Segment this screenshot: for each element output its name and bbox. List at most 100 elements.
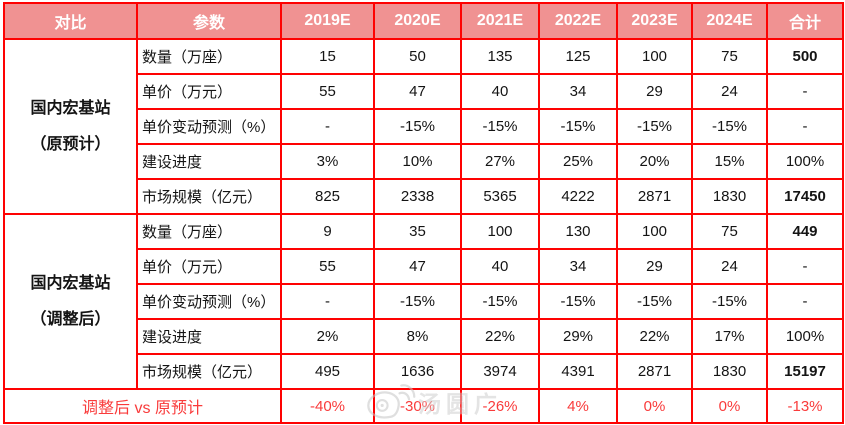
group-label-line1: 国内宏基站 bbox=[30, 275, 111, 293]
data-cell: 5365 bbox=[460, 178, 540, 215]
data-cell: 1636 bbox=[373, 353, 462, 390]
data-cell: 100 bbox=[616, 213, 693, 250]
data-cell: -15% bbox=[691, 108, 768, 145]
footer-cell: 0% bbox=[616, 388, 693, 424]
header-cell-compare: 对比 bbox=[3, 2, 138, 40]
table-row: 市场规模（亿元） 825 2338 5365 4222 2871 1830 17… bbox=[4, 178, 844, 215]
row-label-price-change: 单价变动预测（%） bbox=[136, 283, 282, 320]
comparison-table: 对比 参数 2019E 2020E 2021E 2022E 2023E 2024… bbox=[3, 2, 844, 424]
table-row: 单价（万元） 55 47 40 34 29 24 - bbox=[4, 248, 844, 285]
data-cell: 100 bbox=[616, 38, 693, 75]
group-label-line1: 国内宏基站 bbox=[30, 100, 111, 118]
row-label-unit-price: 单价（万元） bbox=[136, 73, 282, 110]
data-cell: 35 bbox=[373, 213, 462, 250]
header-cell-2019e: 2019E bbox=[280, 2, 375, 40]
total-cell: 500 bbox=[766, 38, 844, 75]
footer-label: 调整后 vs 原预计 bbox=[3, 388, 282, 424]
group-label-line2: （原预计） bbox=[30, 135, 111, 153]
header-cell-2021e: 2021E bbox=[460, 2, 540, 40]
row-label-quantity: 数量（万座） bbox=[136, 213, 282, 250]
row-label-price-change: 单价变动预测（%） bbox=[136, 108, 282, 145]
data-cell: 15% bbox=[691, 143, 768, 180]
header-cell-total: 合计 bbox=[766, 2, 844, 40]
data-cell: 9 bbox=[280, 213, 375, 250]
data-cell: 4391 bbox=[538, 353, 618, 390]
data-cell: 75 bbox=[691, 213, 768, 250]
footer-cell: 4% bbox=[538, 388, 618, 424]
data-cell: 1830 bbox=[691, 353, 768, 390]
data-cell: 8% bbox=[373, 318, 462, 355]
data-cell: -15% bbox=[460, 108, 540, 145]
data-cell: 130 bbox=[538, 213, 618, 250]
total-cell: - bbox=[766, 248, 844, 285]
row-label-market-size: 市场规模（亿元） bbox=[136, 353, 282, 390]
table-row: 单价变动预测（%） - -15% -15% -15% -15% -15% - bbox=[4, 283, 844, 320]
data-cell: 47 bbox=[373, 73, 462, 110]
total-cell: - bbox=[766, 73, 844, 110]
data-cell: -15% bbox=[691, 283, 768, 320]
data-cell: 3974 bbox=[460, 353, 540, 390]
group-cell-original-forecast: 国内宏基站 （原预计） bbox=[3, 38, 138, 215]
row-label-quantity: 数量（万座） bbox=[136, 38, 282, 75]
row-label-construction-progress: 建设进度 bbox=[136, 143, 282, 180]
footer-cell: -30% bbox=[373, 388, 462, 424]
data-cell: 2871 bbox=[616, 353, 693, 390]
data-cell: 24 bbox=[691, 73, 768, 110]
data-cell: - bbox=[280, 108, 375, 145]
data-cell: 135 bbox=[460, 38, 540, 75]
data-cell: 20% bbox=[616, 143, 693, 180]
data-cell: -15% bbox=[616, 108, 693, 145]
data-cell: 55 bbox=[280, 73, 375, 110]
data-cell: 50 bbox=[373, 38, 462, 75]
data-cell: 10% bbox=[373, 143, 462, 180]
header-cell-parameter: 参数 bbox=[136, 2, 282, 40]
data-cell: -15% bbox=[373, 108, 462, 145]
data-cell: 40 bbox=[460, 248, 540, 285]
total-cell: - bbox=[766, 108, 844, 145]
header-cell-2020e: 2020E bbox=[373, 2, 462, 40]
data-cell: 75 bbox=[691, 38, 768, 75]
table-row: 国内宏基站 （原预计） 数量（万座） 15 50 135 125 100 75 … bbox=[3, 38, 844, 215]
data-cell: 47 bbox=[373, 248, 462, 285]
footer-cell: -40% bbox=[280, 388, 375, 424]
row-label-market-size: 市场规模（亿元） bbox=[136, 178, 282, 215]
table-row: 单价变动预测（%） - -15% -15% -15% -15% -15% - bbox=[4, 108, 844, 145]
data-cell: 2871 bbox=[616, 178, 693, 215]
data-cell: 2338 bbox=[373, 178, 462, 215]
data-cell: 29 bbox=[616, 73, 693, 110]
data-cell: 55 bbox=[280, 248, 375, 285]
data-cell: 495 bbox=[280, 353, 375, 390]
data-cell: 25% bbox=[538, 143, 618, 180]
data-cell: 34 bbox=[538, 73, 618, 110]
data-cell: 3% bbox=[280, 143, 375, 180]
data-cell: 825 bbox=[280, 178, 375, 215]
group-label-line2: （调整后） bbox=[30, 310, 111, 328]
row-label-unit-price: 单价（万元） bbox=[136, 248, 282, 285]
data-cell: 17% bbox=[691, 318, 768, 355]
header-cell-2022e: 2022E bbox=[538, 2, 618, 40]
data-cell: 4222 bbox=[538, 178, 618, 215]
data-cell: 22% bbox=[460, 318, 540, 355]
data-cell: 100 bbox=[460, 213, 540, 250]
total-cell: 100% bbox=[766, 318, 844, 355]
footer-cell: -26% bbox=[460, 388, 540, 424]
header-row: 对比 参数 2019E 2020E 2021E 2022E 2023E 2024… bbox=[3, 2, 844, 40]
footer-cell: 0% bbox=[691, 388, 768, 424]
data-cell: -15% bbox=[538, 108, 618, 145]
data-cell: 2% bbox=[280, 318, 375, 355]
data-cell: 15 bbox=[280, 38, 375, 75]
table-row: 建设进度 2% 8% 22% 29% 22% 17% 100% bbox=[4, 318, 844, 355]
footer-cell: -13% bbox=[766, 388, 844, 424]
table-row: 市场规模（亿元） 495 1636 3974 4391 2871 1830 15… bbox=[4, 353, 844, 390]
data-cell: 27% bbox=[460, 143, 540, 180]
total-cell: - bbox=[766, 283, 844, 320]
data-cell: -15% bbox=[460, 283, 540, 320]
table-row: 单价（万元） 55 47 40 34 29 24 - bbox=[4, 73, 844, 110]
data-cell: 29 bbox=[616, 248, 693, 285]
header-cell-2024e: 2024E bbox=[691, 2, 768, 40]
total-cell: 100% bbox=[766, 143, 844, 180]
row-label-construction-progress: 建设进度 bbox=[136, 318, 282, 355]
data-cell: 125 bbox=[538, 38, 618, 75]
data-cell: 24 bbox=[691, 248, 768, 285]
